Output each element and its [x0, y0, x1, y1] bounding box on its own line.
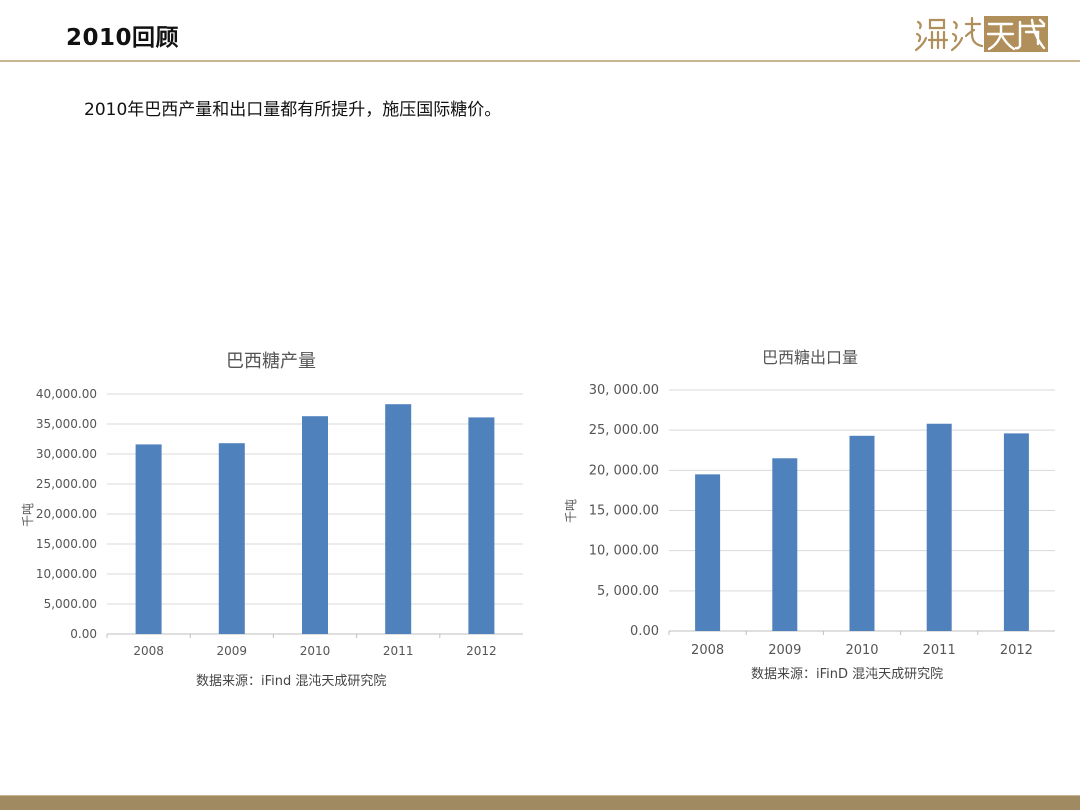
- bar-2012: [468, 417, 495, 634]
- source-note: 数据来源：iFind 混沌天成研究院: [196, 674, 386, 689]
- bar-2009: [218, 443, 245, 634]
- y-tick-label: 5, 000.00: [597, 584, 659, 599]
- x-tick-label: 2011: [923, 643, 956, 658]
- x-tick-label: 2009: [217, 644, 248, 658]
- bar-2009: [772, 458, 798, 631]
- y-tick-label: 30, 000.00: [589, 383, 659, 398]
- y-tick-label: 20, 000.00: [589, 463, 659, 478]
- x-tick-label: 2010: [845, 643, 878, 658]
- production-chart-svg: 巴西糖产量 千吨 0.00 5,000.00 10,000.00 15,000.00 2…: [21, 351, 523, 689]
- x-tick-label: 2012: [1000, 643, 1033, 658]
- y-tick-label: 25, 000.00: [589, 423, 659, 438]
- bar-2011: [926, 423, 952, 631]
- y-tick-label: 30,000.00: [36, 447, 97, 461]
- source-note: 数据来源：iFinD 混沌天成研究院: [751, 667, 943, 682]
- x-tick-label: 2010: [300, 644, 331, 658]
- y-tick-label: 0.00: [630, 624, 659, 639]
- export-chart-svg: 巴西糖出口量 千吨 0.00 5, 000.00 10, 000.00 15, 000…: [564, 348, 1055, 682]
- chart-title: 巴西糖出口量: [762, 348, 858, 367]
- y-tick-label: 10,000.00: [36, 567, 97, 581]
- bar-2008: [135, 444, 162, 634]
- footer-band: [0, 796, 1080, 810]
- header-rule: [0, 60, 1080, 62]
- header-title: 2010回顾: [66, 25, 180, 51]
- x-tick-label: 2008: [691, 643, 724, 658]
- y-tick-label: 25,000.00: [36, 477, 97, 491]
- chart-production: 巴西糖产量 千吨 0.00 5,000.00 10,000.00 15,000.00 2…: [20, 335, 535, 695]
- bar-2010: [302, 416, 328, 634]
- footer-line: [0, 795, 1080, 796]
- x-tick-label: 2009: [768, 643, 801, 658]
- y-tick-label: 35,000.00: [36, 417, 97, 431]
- y-tick-label: 0.00: [70, 627, 97, 641]
- brand-logo: [914, 16, 1048, 52]
- y-axis-label: 千吨: [21, 503, 35, 527]
- subtitle-text: 2010年巴西产量和出口量都有所提升，施压国际糖价。: [84, 100, 502, 120]
- bar-2012: [1003, 433, 1029, 631]
- chart-export: 巴西糖出口量 千吨 0.00 5, 000.00 10, 000.00 15, 000…: [560, 335, 1065, 695]
- bar-2010: [849, 435, 875, 631]
- x-tick-label: 2008: [133, 644, 164, 658]
- y-tick-label: 5,000.00: [44, 597, 97, 611]
- chart-title: 巴西糖产量: [226, 351, 316, 372]
- y-tick-label: 15, 000.00: [589, 504, 659, 519]
- y-tick-label: 10, 000.00: [589, 544, 659, 559]
- y-tick-label: 20,000.00: [36, 507, 97, 521]
- y-axis-label: 千吨: [564, 499, 578, 523]
- bar-2008: [695, 474, 721, 631]
- x-tick-label: 2011: [383, 644, 414, 658]
- y-tick-label: 15,000.00: [36, 537, 97, 551]
- y-tick-label: 40,000.00: [36, 387, 97, 401]
- bar-2011: [385, 404, 412, 634]
- x-tick-label: 2012: [466, 644, 497, 658]
